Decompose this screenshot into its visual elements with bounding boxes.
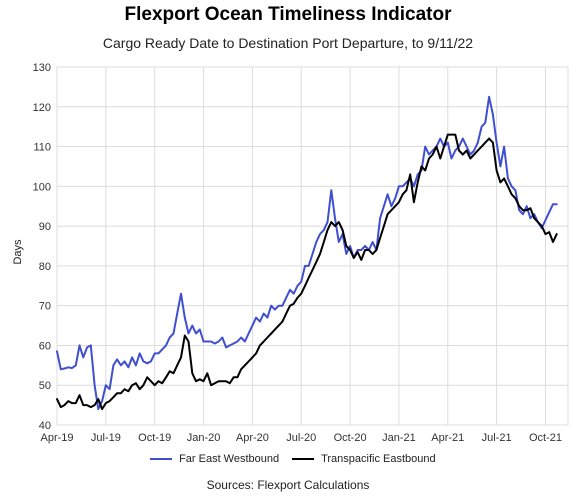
x-tick-label: Jan-20 [187, 432, 221, 444]
x-tick-label: Oct-19 [138, 432, 171, 444]
legend-swatch [292, 458, 315, 461]
x-tick-label: Apr-19 [40, 432, 73, 444]
series-line-far-east-westbound [56, 95, 558, 411]
y-tick-label: 110 [33, 142, 51, 154]
series-line-transpacific-eastbound [56, 133, 558, 411]
y-tick-label: 40 [39, 420, 51, 432]
y-tick-label: 100 [33, 181, 51, 193]
x-tick-label: Jul-19 [91, 432, 121, 444]
chart-legend: Far East Westbound Transpacific Eastboun… [150, 453, 446, 465]
legend-item-far-east-westbound: Far East Westbound [150, 453, 279, 465]
chart-title: Flexport Ocean Timeliness Indicator [124, 4, 452, 25]
legend-item-transpacific-eastbound: Transpacific Eastbound [292, 453, 436, 465]
x-tick-label: Jul-20 [286, 432, 316, 444]
legend-label: Far East Westbound [179, 453, 280, 465]
y-tick-label: 60 [39, 340, 51, 352]
y-tick-label: 120 [33, 102, 51, 114]
y-tick-label: 90 [39, 221, 51, 233]
y-tick-label: 50 [39, 380, 51, 392]
x-tick-label: Jul-21 [482, 432, 512, 444]
y-tick-label: 130 [33, 62, 51, 74]
y-tick-label: 70 [39, 301, 51, 313]
legend-swatch [150, 458, 172, 461]
x-tick-label: Jan-21 [382, 432, 416, 444]
x-tick-label: Oct-21 [529, 432, 562, 444]
chart-subtitle: Cargo Ready Date to Destination Port Dep… [102, 35, 474, 51]
legend-label: Transpacific Eastbound [321, 453, 436, 465]
x-tick-label: Oct-20 [334, 432, 367, 444]
x-tick-label: Apr-20 [236, 432, 269, 444]
y-tick-label: 80 [39, 261, 51, 273]
x-tick-label: Apr-21 [431, 432, 464, 444]
source-note: Sources: Flexport Calculations [206, 478, 370, 492]
